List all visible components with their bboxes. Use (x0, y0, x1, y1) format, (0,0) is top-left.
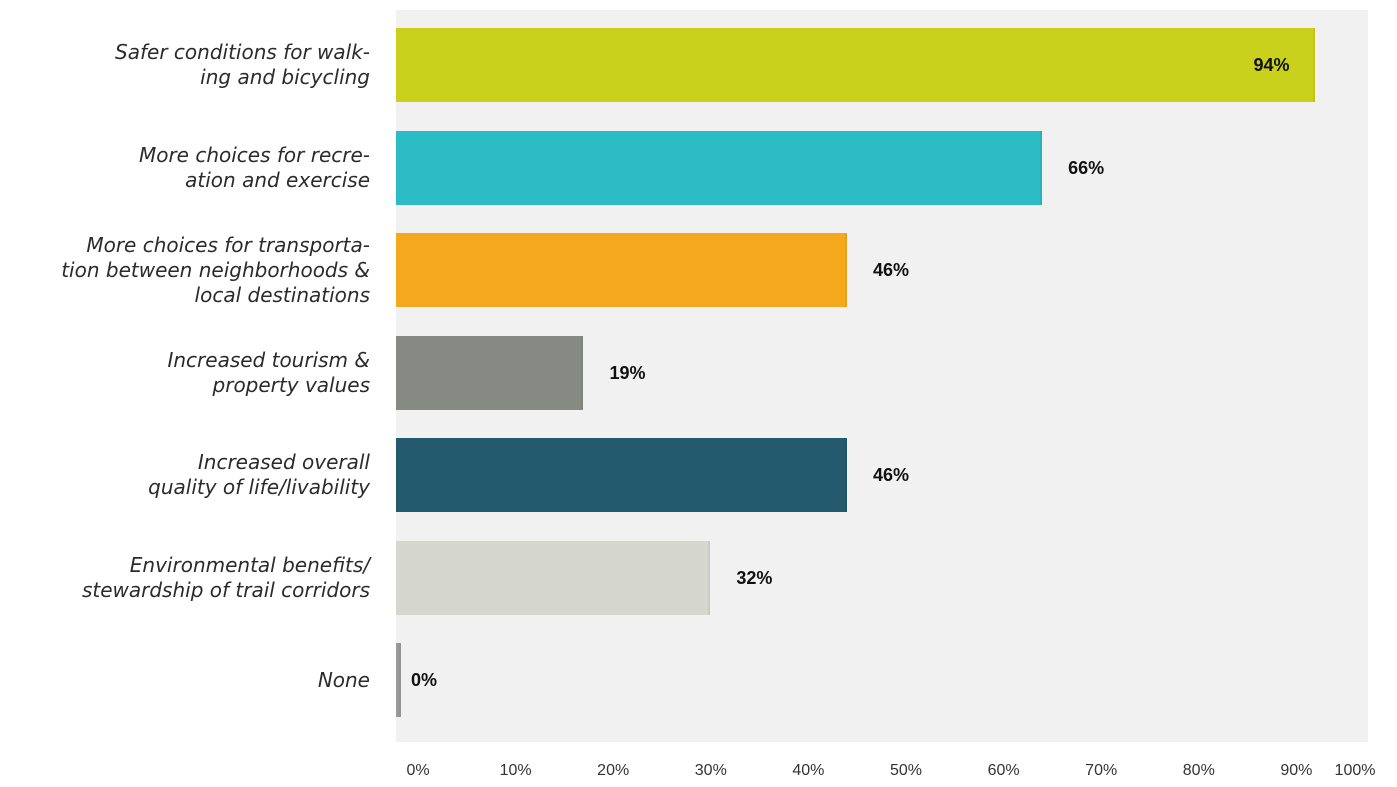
category-label: Increased tourism & property values (167, 347, 370, 397)
x-tick-label: 20% (597, 762, 630, 779)
category-label: More choices for transporta- tion betwee… (61, 232, 370, 307)
value-label: 46% (872, 465, 909, 485)
bar (396, 233, 847, 307)
x-tick-label: 40% (792, 762, 825, 779)
x-tick-label: 0% (406, 762, 430, 779)
bar (396, 643, 401, 717)
chart-title-clip (396, 0, 1396, 9)
category-label: Environmental benefits/ stewardship of t… (81, 552, 370, 602)
value-label: 66% (1068, 157, 1105, 178)
bar (396, 335, 584, 410)
value-label: 94% (1253, 55, 1290, 75)
x-tick-label: 30% (694, 762, 727, 779)
bar (396, 130, 1043, 205)
x-tick-label: 60% (987, 762, 1020, 779)
value-label: 32% (736, 567, 773, 588)
x-tick-label: 100% (1334, 762, 1376, 779)
bar (396, 540, 711, 615)
x-tick-label: 80% (1182, 762, 1215, 779)
x-tick-label: 70% (1085, 762, 1118, 779)
x-tick-label: 50% (889, 762, 923, 779)
x-tick-label: 10% (499, 762, 532, 779)
bar (396, 438, 847, 512)
category-label: More choices for recre- ation and exerci… (138, 142, 370, 192)
bar (396, 28, 1316, 102)
x-tick-label: 90% (1280, 762, 1313, 779)
category-label: Increased overall quality of life/livabi… (148, 450, 370, 499)
category-label: None (317, 667, 370, 692)
value-label: 19% (609, 362, 646, 383)
category-label: Safer conditions for walk- ing and bicyc… (115, 40, 370, 89)
value-label: 0% (411, 670, 438, 690)
value-label: 46% (872, 260, 909, 280)
